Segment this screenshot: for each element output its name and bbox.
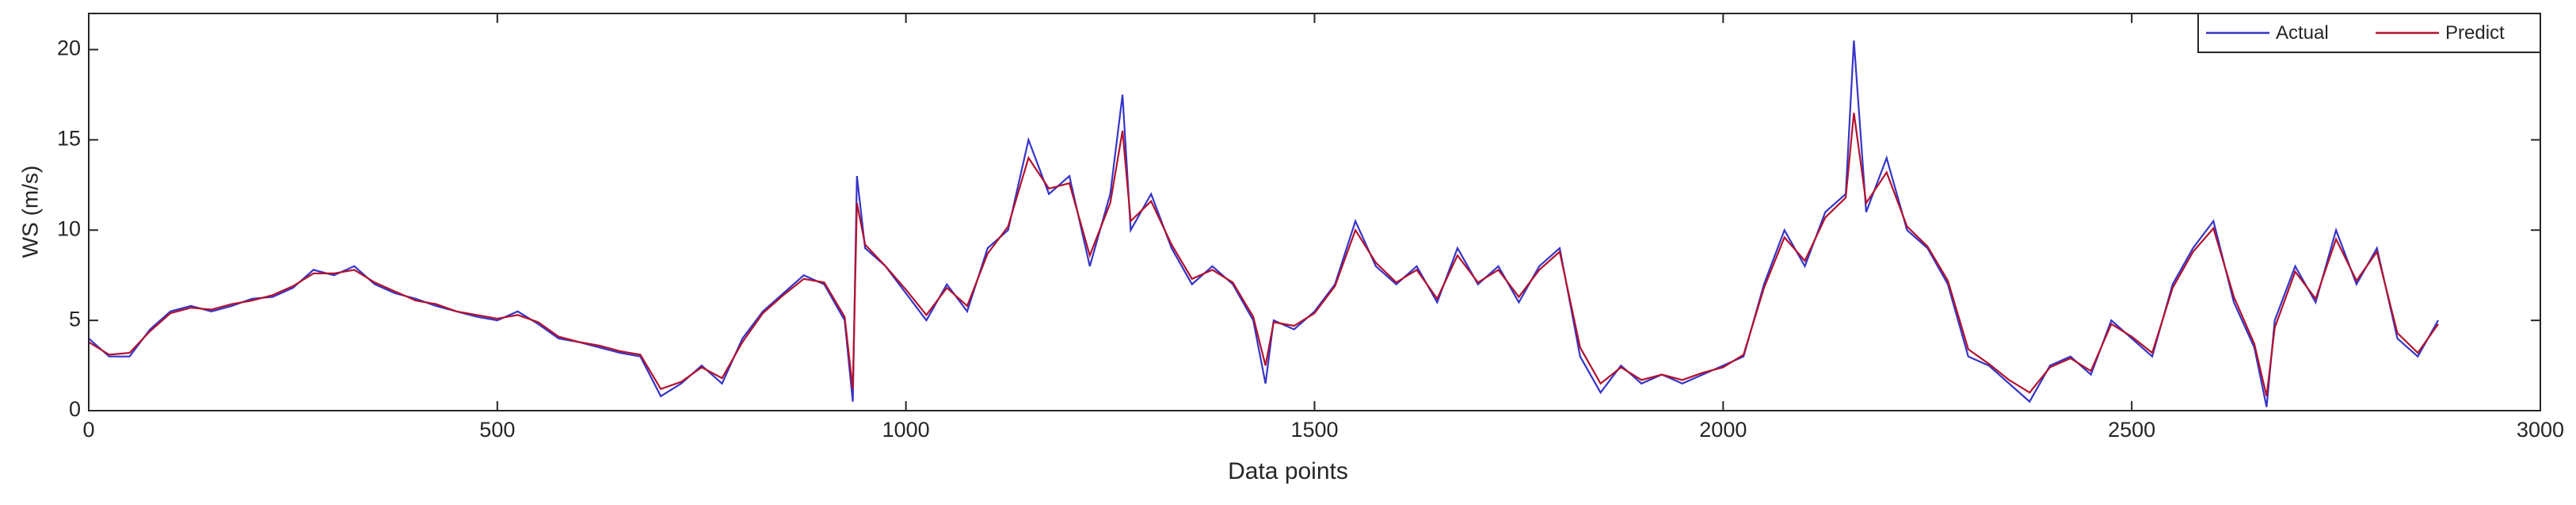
x-tick-label: 1000: [882, 418, 930, 442]
legend-label: Predict: [2445, 22, 2505, 44]
y-tick-label: 10: [57, 216, 81, 240]
x-tick-label: 2500: [2108, 418, 2155, 442]
data-line: [88, 113, 2439, 397]
x-tick-label: 0: [82, 418, 94, 442]
y-tick-label: 5: [69, 307, 81, 331]
axes-frame: [88, 13, 2541, 411]
legend-box: [2197, 13, 2541, 53]
x-tick-label: 2000: [1699, 418, 1747, 442]
plot-area: [89, 13, 2540, 411]
x-tick-label: 3000: [2517, 418, 2564, 442]
y-axis-label: WS (m/s): [17, 166, 42, 258]
legend-label: Actual: [2276, 22, 2329, 44]
x-tick-label: 1500: [1290, 418, 1338, 442]
y-tick-label: 20: [57, 36, 81, 60]
y-tick-label: 0: [69, 397, 81, 421]
x-axis-label: Data points: [1228, 458, 1348, 484]
y-tick-label: 15: [57, 127, 81, 151]
x-tick-label: 500: [479, 418, 515, 442]
